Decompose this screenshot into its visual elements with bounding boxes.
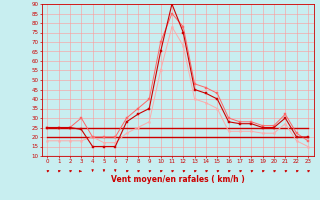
X-axis label: Vent moyen/en rafales ( km/h ): Vent moyen/en rafales ( km/h ) bbox=[111, 175, 244, 184]
